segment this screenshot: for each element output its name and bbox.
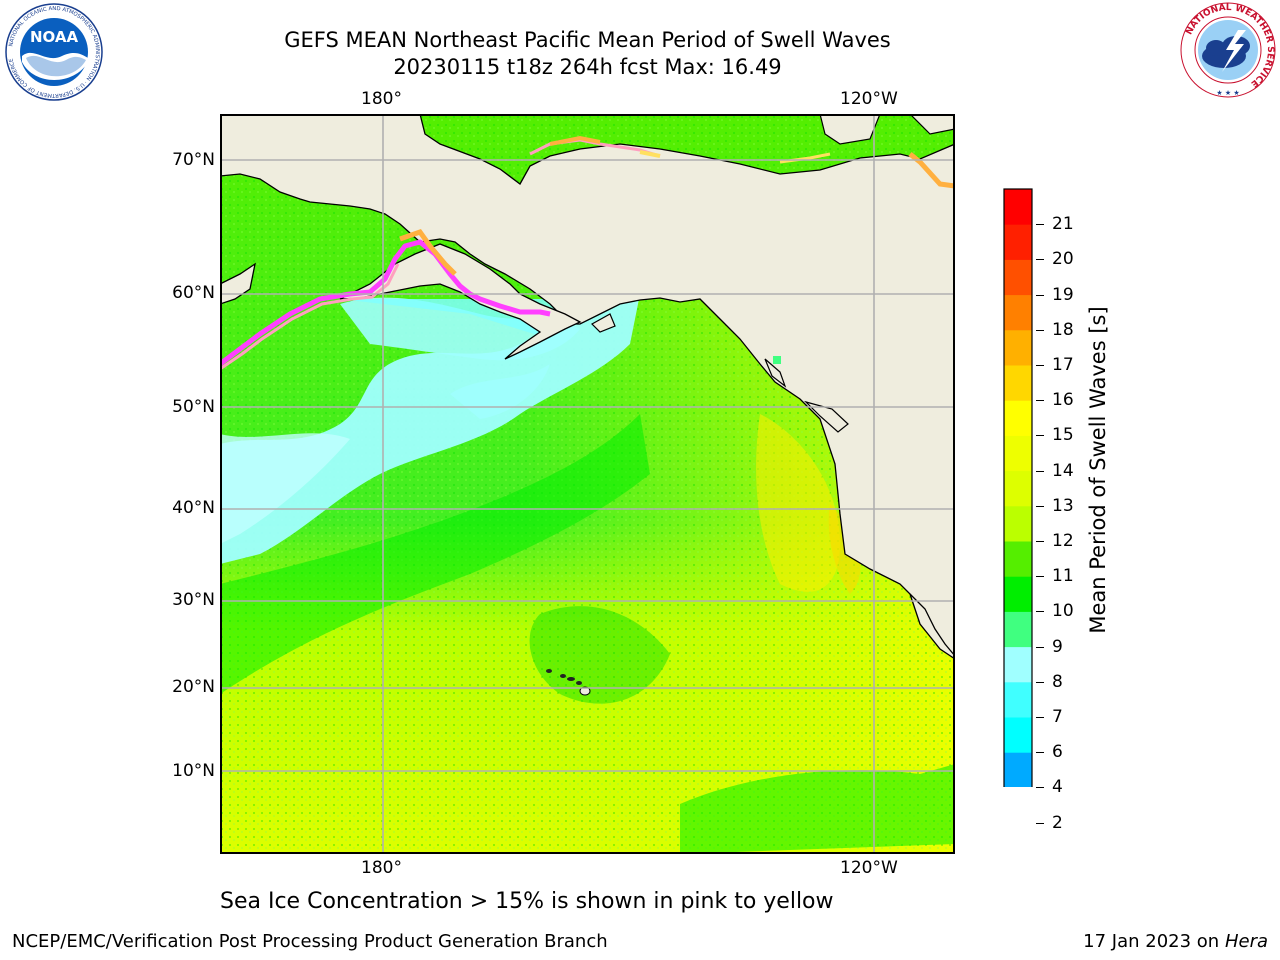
nws-logo: NATIONAL WEATHER SERVICE ★ ★ ★ bbox=[1176, 0, 1280, 100]
svg-text:★ ★ ★: ★ ★ ★ bbox=[1216, 89, 1239, 97]
colorbar-segment bbox=[1004, 681, 1032, 718]
lat-tick-50n: 50°N bbox=[172, 397, 215, 417]
footer-host: Hera bbox=[1224, 931, 1268, 952]
colorbar-segment bbox=[1004, 224, 1032, 260]
colorbar-tick-label: 8 bbox=[1052, 671, 1063, 692]
colorbar-tick bbox=[1036, 505, 1044, 507]
colorbar-tick-label: 9 bbox=[1052, 636, 1063, 657]
colorbar-tick bbox=[1036, 576, 1044, 578]
colorbar-tick bbox=[1036, 541, 1044, 542]
colorbar-tick bbox=[1036, 752, 1044, 754]
colorbar-tick bbox=[1036, 294, 1044, 296]
colorbar-segment bbox=[1004, 470, 1032, 507]
colorbar-tick-label: 12 bbox=[1052, 531, 1074, 551]
colorbar-tick-label: 16 bbox=[1052, 390, 1074, 411]
colorbar-segment bbox=[1004, 505, 1032, 542]
colorbar-segment bbox=[1004, 435, 1032, 472]
chart-title: GEFS MEAN Northeast Pacific Mean Period … bbox=[284, 28, 891, 52]
colorbar-segment bbox=[1004, 400, 1032, 436]
colorbar-tick bbox=[1036, 400, 1044, 402]
colorbar-tick-label: 15 bbox=[1052, 425, 1074, 446]
colorbar-segment bbox=[1004, 717, 1032, 753]
colorbar-tick-label: 13 bbox=[1052, 495, 1074, 516]
colorbar-tick-label: 17 bbox=[1052, 355, 1074, 375]
colorbar-tick-label: 20 bbox=[1052, 249, 1074, 270]
top-tick-120w: 120°W bbox=[840, 89, 898, 109]
colorbar-tick-label: 2 bbox=[1052, 812, 1063, 833]
footer-date-text: 17 Jan 2023 on bbox=[1083, 931, 1225, 952]
colorbar-tick bbox=[1036, 329, 1044, 331]
colorbar-tick-label: 19 bbox=[1052, 284, 1074, 305]
colorbar-tick bbox=[1036, 470, 1044, 472]
colorbar-segment bbox=[1004, 294, 1032, 331]
colorbar-segment bbox=[1004, 611, 1032, 648]
lat-tick-20n: 20°N bbox=[172, 677, 215, 697]
lat-tick-60n: 60°N bbox=[172, 283, 215, 303]
colorbar-segment bbox=[1004, 329, 1032, 366]
sea-ice-fringe bbox=[218, 239, 551, 366]
lat-tick-70n: 70°N bbox=[172, 150, 215, 170]
colorbar-tick-label: 7 bbox=[1052, 707, 1063, 727]
bottom-tick-120w: 120°W bbox=[840, 858, 898, 878]
colorbar-segment bbox=[1004, 576, 1032, 612]
colorbar-tick bbox=[1036, 224, 1044, 226]
lat-tick-10n: 10°N bbox=[172, 761, 215, 781]
colorbar-tick bbox=[1036, 365, 1044, 366]
colorbar-tick-label: 21 bbox=[1052, 214, 1074, 235]
colorbar bbox=[1000, 187, 1036, 852]
footer-credit: NCEP/EMC/Verification Post Processing Pr… bbox=[12, 931, 608, 952]
swell-period-map bbox=[218, 113, 956, 854]
colorbar-tick bbox=[1036, 259, 1044, 261]
sea-ice-note: Sea Ice Concentration > 15% is shown in … bbox=[220, 889, 834, 914]
land-alaska-peninsula bbox=[339, 243, 582, 360]
colorbar-tick-label: 11 bbox=[1052, 566, 1074, 587]
colorbar-tick-label: 18 bbox=[1052, 319, 1074, 340]
colorbar-tick-label: 10 bbox=[1052, 601, 1074, 622]
hawaiian-islands bbox=[546, 669, 591, 696]
colorbar-tick bbox=[1036, 435, 1044, 437]
colorbar-segment bbox=[1004, 259, 1032, 296]
colorbar-graphic bbox=[1003, 188, 1033, 852]
colorbar-tick bbox=[1036, 681, 1044, 683]
colorbar-tick bbox=[1036, 646, 1044, 648]
colorbar-segment bbox=[1004, 365, 1032, 401]
colorbar-tick bbox=[1036, 822, 1044, 824]
colorbar-tick-label: 4 bbox=[1052, 777, 1063, 798]
colorbar-tick bbox=[1036, 787, 1044, 789]
map-panel bbox=[218, 113, 956, 854]
footer-date: 17 Jan 2023 on Hera bbox=[1083, 931, 1268, 952]
land-alaska-canada bbox=[219, 113, 956, 661]
bottom-tick-180: 180° bbox=[361, 858, 402, 878]
colorbar-segment bbox=[1004, 189, 1032, 225]
colorbar-title: Mean Period of Swell Waves [s] bbox=[1086, 306, 1110, 634]
top-tick-180: 180° bbox=[361, 89, 402, 109]
colorbar-segment bbox=[1004, 646, 1032, 683]
lat-lon-grid bbox=[220, 114, 955, 854]
noaa-logo: NOAA NATIONAL OCEANIC AND ATMOSPHERIC AD… bbox=[4, 2, 104, 102]
lat-tick-30n: 30°N bbox=[172, 590, 215, 610]
svg-text:NOAA: NOAA bbox=[30, 28, 79, 46]
colorbar-segment bbox=[1004, 541, 1032, 577]
colorbar-tick-label: 6 bbox=[1052, 742, 1063, 763]
colorbar-tick-label: 14 bbox=[1052, 460, 1074, 481]
chart-subtitle: 20230115 t18z 264h fcst Max: 16.49 bbox=[393, 55, 782, 79]
lat-tick-40n: 40°N bbox=[172, 498, 215, 518]
colorbar-tick bbox=[1036, 611, 1044, 613]
colorbar-tick bbox=[1036, 717, 1044, 718]
colorbar-segment bbox=[1004, 752, 1032, 788]
